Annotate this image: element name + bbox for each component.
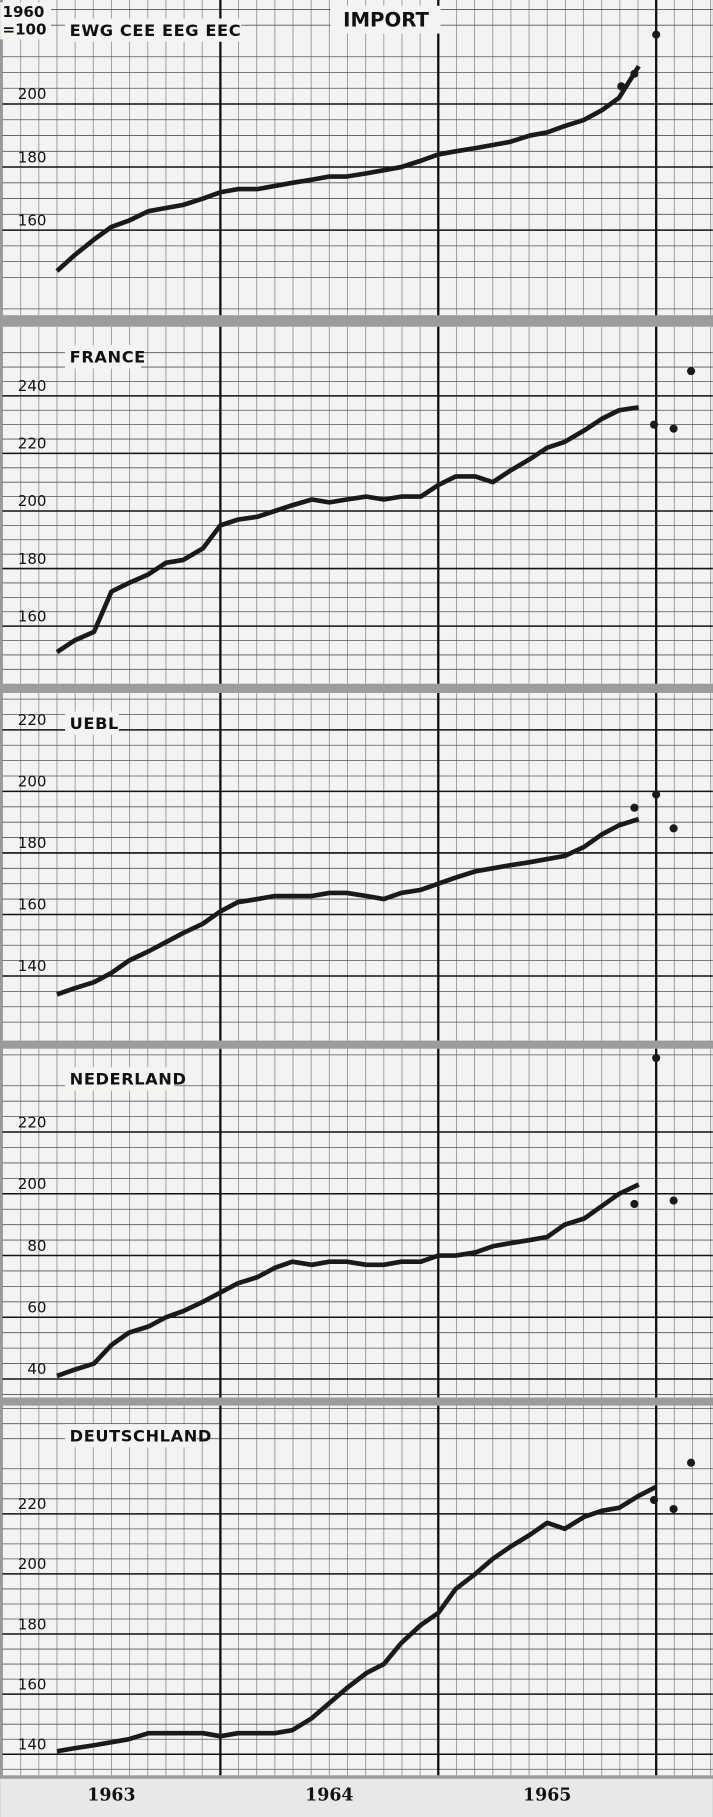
y-tick-label: 40: [27, 1360, 46, 1378]
title-backdrop: [65, 711, 119, 735]
x-tick-label: 1964: [305, 1786, 353, 1806]
dot: [649, 1495, 659, 1505]
y-tick-label: 180: [18, 1615, 47, 1633]
x-tick-label: 1963: [87, 1786, 135, 1806]
dot: [686, 367, 696, 376]
dot: [652, 30, 661, 39]
title-backdrop: [65, 345, 142, 369]
y-tick-label: 200: [18, 1175, 47, 1193]
unit-label: =100: [2, 21, 46, 39]
line: [56, 1484, 658, 1754]
dot: [649, 420, 659, 429]
y-tick-label: 180: [18, 550, 47, 568]
y-tick-label: 200: [18, 773, 47, 791]
y-tick-label: 200: [18, 1555, 47, 1573]
title-backdrop: [65, 1424, 197, 1448]
y-tick-label: 160: [18, 211, 47, 229]
panel-title: FRANCE: [70, 348, 146, 367]
panel-title: UEBL: [70, 714, 119, 733]
x-tick-label: 1965: [523, 1786, 571, 1806]
y-tick-label: 220: [18, 1495, 47, 1513]
panel: [2, 326, 713, 684]
y-tick-label: 140: [18, 1735, 47, 1753]
panel: [2, 692, 713, 1041]
line: [55, 405, 640, 654]
y-tick-label: 80: [27, 1237, 46, 1255]
y-tick-label: 160: [18, 607, 47, 625]
y-tick-label: 140: [18, 957, 47, 975]
unit-backdrop: [0, 2, 52, 40]
unit-label: 1960: [2, 3, 44, 21]
line: [56, 1182, 640, 1379]
dot: [669, 1196, 678, 1205]
dot: [617, 82, 626, 91]
dot: [652, 790, 661, 799]
y-tick-label: 180: [18, 834, 47, 852]
y-tick-label: 220: [18, 1113, 47, 1131]
dot: [669, 824, 678, 833]
dot: [630, 1199, 639, 1209]
y-tick-label: 240: [18, 377, 47, 395]
panel: [2, 0, 713, 316]
y-tick-label: 200: [18, 492, 47, 510]
panel-title: EWG CEE EEG EEC: [70, 21, 242, 40]
dot: [686, 1458, 696, 1467]
dot: [630, 803, 639, 812]
y-tick-label: 60: [27, 1298, 46, 1316]
panel-title: DEUTSCHLAND: [70, 1426, 212, 1445]
chart-title: IMPORT: [343, 8, 429, 31]
y-tick-label: 200: [18, 85, 47, 103]
dot: [652, 1053, 661, 1063]
dot: [669, 424, 678, 433]
y-tick-label: 160: [18, 896, 47, 914]
y-tick-label: 160: [18, 1675, 47, 1693]
title-backdrop: [330, 5, 441, 34]
dot: [630, 69, 639, 78]
line: [56, 816, 640, 997]
y-tick-label: 220: [18, 435, 47, 453]
dot: [669, 1504, 678, 1514]
line: [55, 64, 641, 273]
y-tick-label: 180: [18, 148, 47, 166]
title-backdrop: [65, 1067, 175, 1091]
panel: [2, 1405, 713, 1776]
title-backdrop: [65, 18, 242, 42]
y-tick-label: 220: [18, 711, 47, 729]
panel-title: NEDERLAND: [70, 1070, 187, 1089]
x-label-strip: [0, 1778, 713, 1817]
